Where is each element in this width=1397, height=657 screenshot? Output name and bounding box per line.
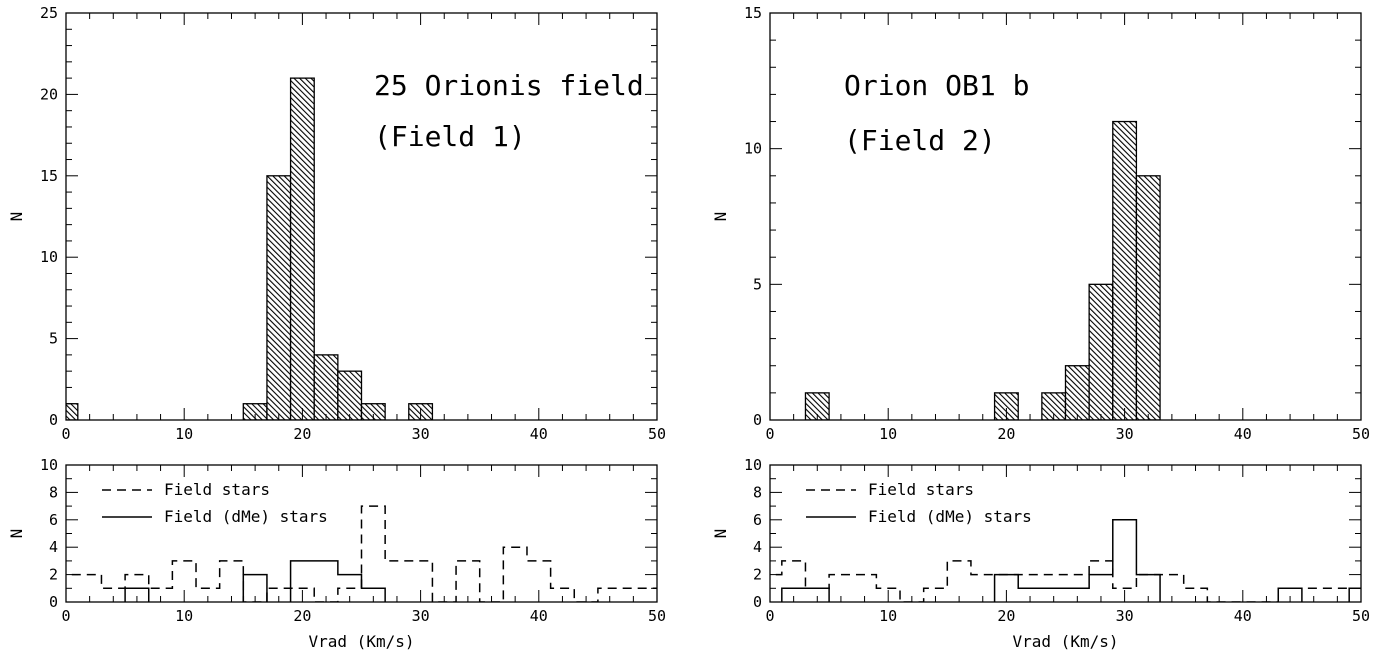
- x-tick-label: 40: [530, 607, 548, 625]
- y-tick-label: 8: [753, 483, 762, 501]
- x-tick-label: 0: [765, 607, 774, 625]
- y-tick-label: 2: [49, 566, 58, 584]
- y-tick-label: 25: [40, 4, 58, 22]
- plot-frame: [769, 12, 1362, 421]
- x-axis-label: Vrad (Km/s): [309, 632, 415, 651]
- x-tick-label: 40: [1234, 607, 1252, 625]
- series-line-dme-stars: [781, 519, 1361, 602]
- y-tick-label: 2: [753, 566, 762, 584]
- bar-31: [1135, 175, 1161, 420]
- legend-label: Field (dMe) stars: [868, 507, 1032, 526]
- y-tick-label: 5: [49, 330, 58, 348]
- bar-3: [804, 392, 830, 420]
- x-tick-label: 20: [293, 607, 311, 625]
- y-tick-label: 4: [753, 538, 762, 556]
- y-axis-label: N: [7, 212, 26, 222]
- x-tick-label: 50: [648, 607, 666, 625]
- panel-bottom-right: Field stars Field (dMe) stars 0 10 20 30 40 50 0…: [711, 456, 1370, 651]
- x-tick-label: 10: [175, 425, 193, 443]
- annotation-text: (Field 2): [844, 124, 996, 157]
- x-tick-label: 10: [175, 607, 193, 625]
- y-axis-label: N: [711, 212, 730, 222]
- y-tick-label: 10: [744, 140, 762, 158]
- annotation-text: Orion OB1 b: [844, 69, 1029, 102]
- y-tick-label: 6: [49, 511, 58, 529]
- series-line-dme-stars: [124, 560, 386, 602]
- plot-area: [804, 120, 1161, 420]
- plot-frame: [65, 12, 658, 421]
- series-line-field-stars: [770, 560, 1361, 602]
- y-tick-label: 15: [40, 167, 58, 185]
- x-tick-label: 10: [879, 425, 897, 443]
- bar--1: [66, 403, 79, 420]
- x-tick-label: 40: [530, 425, 548, 443]
- x-tick-label: 50: [1352, 607, 1370, 625]
- y-tick-label: 4: [49, 538, 58, 556]
- x-tick-label: 20: [997, 607, 1015, 625]
- x-axis-label: Vrad (Km/s): [1013, 632, 1119, 651]
- x-tick-label: 30: [412, 607, 430, 625]
- bar-21: [313, 354, 339, 420]
- x-tick-label: 20: [293, 425, 311, 443]
- x-tick-label: 20: [997, 425, 1015, 443]
- panel-top-right: 0 10 20 30 40 50 0 5 10 15 N Orion OB1 b (Field 2): [711, 4, 1370, 443]
- y-tick-label: 0: [49, 593, 58, 611]
- x-tick-label: 30: [412, 425, 430, 443]
- x-tick-label: 0: [765, 425, 774, 443]
- x-tick-label: 10: [879, 607, 897, 625]
- annotation-text: 25 Orionis field: [374, 69, 644, 102]
- y-tick-label: 0: [753, 593, 762, 611]
- plot-frame: [769, 464, 1362, 603]
- x-tick-label: 40: [1234, 425, 1252, 443]
- panel-bottom-left: Field stars Field (dMe) stars 0 10 20 30 40 50 0…: [7, 456, 666, 651]
- bar-19: [993, 392, 1019, 420]
- y-tick-label: 5: [753, 275, 762, 293]
- legend-label: Field stars: [164, 480, 270, 499]
- x-tick-label: 30: [1116, 607, 1134, 625]
- bar-23: [337, 370, 363, 420]
- bar-19: [289, 77, 315, 420]
- bar-17: [266, 175, 292, 420]
- plot-area: [66, 77, 434, 420]
- legend-label: Field stars: [868, 480, 974, 499]
- y-tick-label: 8: [49, 483, 58, 501]
- y-tick-label: 10: [40, 456, 58, 474]
- y-axis-label: N: [7, 529, 26, 539]
- x-tick-label: 50: [648, 425, 666, 443]
- x-tick-label: 0: [61, 425, 70, 443]
- panel-top-left: 0 10 20 30 40 50 0 5 10 15 20 25 N 25 Orionis field (F…: [7, 4, 666, 443]
- y-axis-label: N: [711, 529, 730, 539]
- bar-29: [1112, 120, 1138, 420]
- y-tick-label: 0: [49, 411, 58, 429]
- bar-25: [1064, 365, 1090, 420]
- plot-area: [66, 505, 657, 602]
- annotation-text: (Field 1): [374, 120, 526, 153]
- legend-label: Field (dMe) stars: [164, 507, 328, 526]
- x-tick-label: 0: [61, 607, 70, 625]
- y-tick-label: 20: [40, 85, 58, 103]
- x-tick-label: 30: [1116, 425, 1134, 443]
- bar-25: [360, 403, 386, 420]
- bar-27: [1088, 283, 1114, 420]
- y-tick-label: 6: [753, 511, 762, 529]
- y-tick-label: 0: [753, 411, 762, 429]
- plot-area: [770, 519, 1361, 602]
- x-tick-label: 50: [1352, 425, 1370, 443]
- y-tick-label: 10: [40, 248, 58, 266]
- y-tick-label: 10: [744, 456, 762, 474]
- y-tick-label: 15: [744, 4, 762, 22]
